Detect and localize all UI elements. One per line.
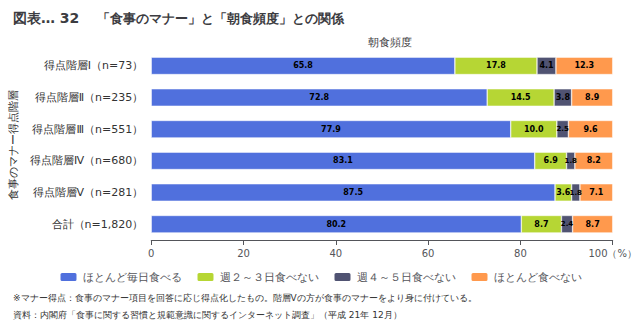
svg-text:80: 80 <box>514 248 527 259</box>
svg-text:得点階層Ⅰ（n=73）: 得点階層Ⅰ（n=73） <box>44 59 143 72</box>
svg-text:ほとんど食べない: ほとんど食べない <box>494 271 582 284</box>
svg-text:87.5: 87.5 <box>343 188 363 197</box>
svg-text:8.9: 8.9 <box>585 93 600 102</box>
svg-text:8.2: 8.2 <box>587 156 601 165</box>
svg-text:8.7: 8.7 <box>586 220 600 229</box>
svg-text:9.6: 9.6 <box>583 125 598 134</box>
svg-text:0: 0 <box>148 248 154 259</box>
svg-text:食事のマナー得点階層: 食事のマナー得点階層 <box>7 90 20 200</box>
svg-text:週２～３日食べない: 週２～３日食べない <box>220 271 319 284</box>
svg-text:週４～５日食べない: 週４～５日食べない <box>357 271 456 284</box>
svg-text:1.8: 1.8 <box>565 157 578 165</box>
svg-text:得点階層Ⅱ（n=235）: 得点階層Ⅱ（n=235） <box>35 91 144 104</box>
svg-text:14.5: 14.5 <box>511 93 531 102</box>
svg-text:資料：内閣府「食事に関する習慣と規範意識に関するインターネッ: 資料：内閣府「食事に関する習慣と規範意識に関するインターネット調査」（平成 21… <box>13 310 402 320</box>
svg-text:17.8: 17.8 <box>486 61 506 70</box>
svg-text:8.7: 8.7 <box>534 220 548 229</box>
svg-text:朝食頻度: 朝食頻度 <box>368 36 412 49</box>
svg-text:4.1: 4.1 <box>539 61 554 70</box>
svg-text:図表… 32: 図表… 32 <box>13 10 79 26</box>
svg-text:72.8: 72.8 <box>309 93 329 102</box>
svg-text:83.1: 83.1 <box>333 156 353 165</box>
svg-text:得点階層Ⅲ（n=551）: 得点階層Ⅲ（n=551） <box>32 123 143 136</box>
svg-text:得点階層Ⅳ（n=680）: 得点階層Ⅳ（n=680） <box>30 154 143 167</box>
svg-text:「食事のマナー」と「朝食頻度」との関係: 「食事のマナー」と「朝食頻度」との関係 <box>97 11 345 26</box>
svg-text:20: 20 <box>237 248 250 259</box>
svg-text:ほとんど毎日食べる: ほとんど毎日食べる <box>83 271 182 284</box>
svg-text:2.4: 2.4 <box>561 220 574 228</box>
svg-text:3.8: 3.8 <box>556 93 571 102</box>
svg-text:10.0: 10.0 <box>524 125 544 134</box>
svg-text:合計（n=1,820）: 合計（n=1,820） <box>52 218 144 231</box>
svg-text:60: 60 <box>422 248 435 259</box>
svg-text:2.5: 2.5 <box>556 125 569 133</box>
svg-text:3.6: 3.6 <box>556 188 571 197</box>
svg-text:65.8: 65.8 <box>293 61 313 70</box>
svg-text:7.1: 7.1 <box>589 188 604 197</box>
svg-text:6.9: 6.9 <box>544 156 559 165</box>
svg-text:80.2: 80.2 <box>326 220 346 229</box>
svg-text:※マナー得点：食事のマナー項目を回答に応じ得点化したもの。階: ※マナー得点：食事のマナー項目を回答に応じ得点化したもの。階層Vの方が食事のマナ… <box>13 293 477 303</box>
svg-text:100（%）: 100（%） <box>588 248 637 259</box>
svg-text:77.9: 77.9 <box>321 125 341 134</box>
svg-text:12.3: 12.3 <box>574 61 594 70</box>
svg-text:得点階層Ⅴ（n=281）: 得点階層Ⅴ（n=281） <box>33 186 144 199</box>
svg-text:1.8: 1.8 <box>570 189 583 197</box>
svg-text:40: 40 <box>329 248 342 259</box>
